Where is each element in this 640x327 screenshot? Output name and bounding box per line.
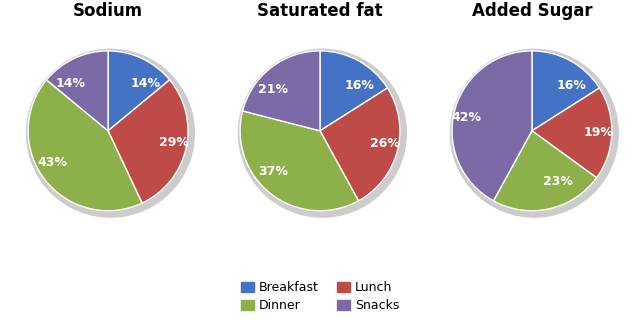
Wedge shape [240, 111, 358, 211]
Wedge shape [108, 51, 170, 131]
Wedge shape [47, 51, 108, 131]
Wedge shape [243, 51, 320, 131]
Wedge shape [532, 88, 612, 178]
Wedge shape [493, 131, 596, 211]
Text: 26%: 26% [371, 137, 400, 150]
Wedge shape [320, 88, 400, 201]
Title: Saturated fat: Saturated fat [257, 2, 383, 20]
Wedge shape [108, 80, 188, 203]
Text: 21%: 21% [258, 83, 288, 96]
Text: 16%: 16% [345, 79, 375, 92]
Legend: Breakfast, Dinner, Lunch, Snacks: Breakfast, Dinner, Lunch, Snacks [236, 277, 404, 318]
Text: 37%: 37% [259, 165, 288, 178]
Wedge shape [320, 51, 387, 131]
Text: 16%: 16% [557, 79, 587, 92]
Title: Sodium: Sodium [73, 2, 143, 20]
Text: 42%: 42% [452, 112, 482, 124]
Wedge shape [28, 80, 142, 211]
Text: 23%: 23% [543, 175, 573, 188]
Text: 19%: 19% [584, 126, 614, 139]
Circle shape [451, 49, 618, 217]
Circle shape [239, 49, 406, 217]
Text: 29%: 29% [159, 136, 189, 149]
Text: 43%: 43% [37, 156, 67, 169]
Wedge shape [452, 51, 532, 201]
Circle shape [26, 49, 195, 217]
Wedge shape [532, 51, 600, 131]
Title: Added Sugar: Added Sugar [472, 2, 592, 20]
Text: 14%: 14% [56, 77, 86, 90]
Text: 14%: 14% [130, 77, 160, 90]
